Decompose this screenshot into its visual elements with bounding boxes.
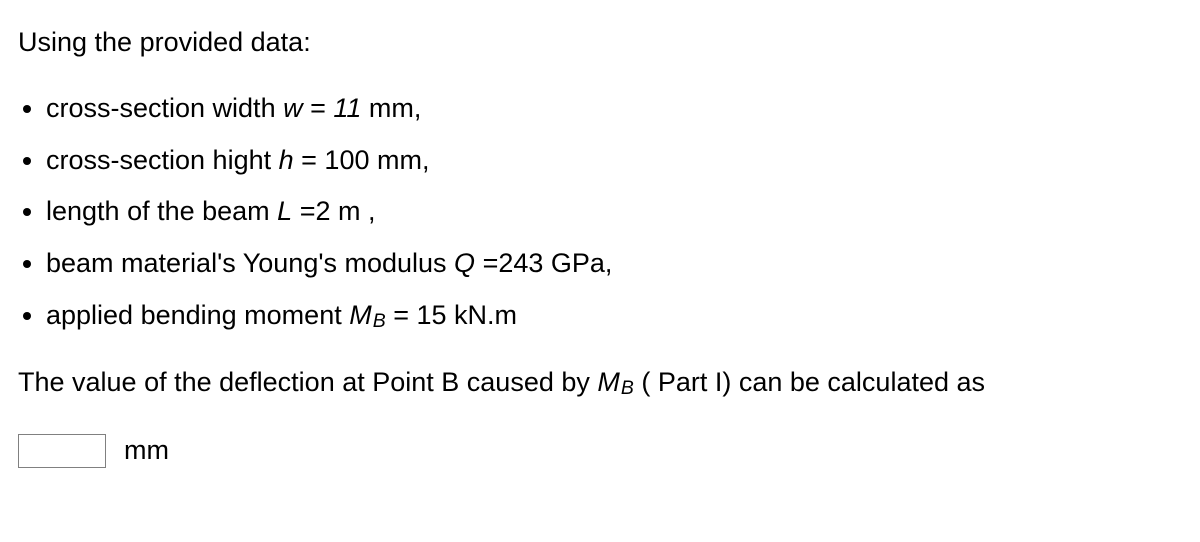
given-data-list: cross-section width w = 11 mm, cross-sec… xyxy=(18,90,1182,336)
eq: = xyxy=(294,145,325,175)
eq: = xyxy=(475,248,498,278)
problem-statement: Using the provided data: cross-section w… xyxy=(0,0,1200,494)
value-w: 11 xyxy=(333,93,361,123)
symbol-h: h xyxy=(279,145,294,175)
symbol-Q: Q xyxy=(454,248,475,278)
text: cross-section width xyxy=(46,93,283,123)
text: length of the beam xyxy=(46,196,277,226)
prompt-symbol: M xyxy=(597,367,620,397)
item-modulus: beam material's Young's modulus Q =243 G… xyxy=(46,245,1182,283)
subscript-B: B xyxy=(372,310,386,332)
item-moment: applied bending moment MB = 15 kN.m xyxy=(46,297,1182,336)
eq: = xyxy=(386,300,417,330)
value-h: 100 xyxy=(324,145,369,175)
eq: = xyxy=(292,196,315,226)
value-M: 15 xyxy=(416,300,446,330)
value-L: 2 xyxy=(315,196,330,226)
unit-h: mm, xyxy=(369,145,429,175)
unit-M: kN.m xyxy=(447,300,518,330)
item-height: cross-section hight h = 100 mm, xyxy=(46,142,1182,180)
text: cross-section hight xyxy=(46,145,279,175)
value-Q: 243 xyxy=(498,248,543,278)
symbol-w: w xyxy=(283,93,303,123)
text: beam material's Young's modulus xyxy=(46,248,454,278)
unit-w: mm, xyxy=(361,93,421,123)
intro-text: Using the provided data: xyxy=(18,24,1182,62)
unit-L: m , xyxy=(331,196,376,226)
item-width: cross-section width w = 11 mm, xyxy=(46,90,1182,128)
text: applied bending moment xyxy=(46,300,349,330)
prompt-subscript: B xyxy=(620,377,634,399)
eq: = xyxy=(303,93,334,123)
question-prompt: The value of the deflection at Point B c… xyxy=(18,364,1182,403)
item-length: length of the beam L =2 m , xyxy=(46,193,1182,231)
symbol-L: L xyxy=(277,196,292,226)
prompt-pre: The value of the deflection at Point B c… xyxy=(18,367,597,397)
prompt-post: ( Part I) can be calculated as xyxy=(634,367,985,397)
answer-unit: mm xyxy=(124,432,169,470)
symbol-M: M xyxy=(349,300,372,330)
answer-row: mm xyxy=(18,432,1182,470)
unit-Q: GPa, xyxy=(543,248,612,278)
deflection-input[interactable] xyxy=(18,434,106,468)
